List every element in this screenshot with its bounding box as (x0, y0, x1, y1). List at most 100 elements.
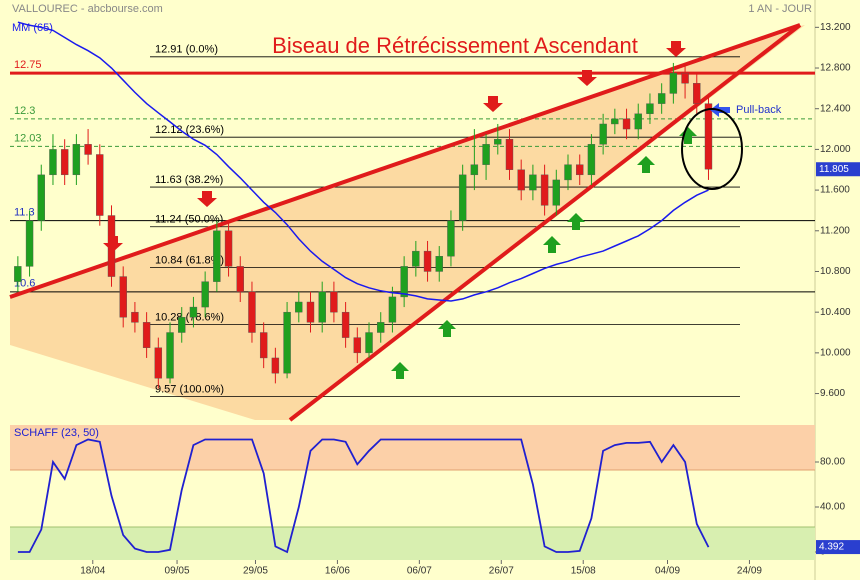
level-label: 12.03 (14, 132, 42, 144)
candle-body (377, 322, 385, 333)
chart-title: Biseau de Rétrécissement Ascendant (272, 33, 638, 58)
candle-body (224, 230, 233, 267)
x-tick-label: 29/05 (243, 566, 268, 577)
candle-body (412, 250, 420, 267)
wedge-area (10, 25, 805, 420)
fib-label: 12.91 (0.0%) (155, 44, 218, 56)
candle-body (37, 174, 45, 221)
y-tick-label: 10.400 (820, 307, 851, 318)
sell-arrows (103, 41, 686, 252)
x-tick-label: 06/07 (407, 566, 432, 577)
oversold-zone (10, 527, 815, 560)
candle-body (119, 276, 127, 318)
candle-body (669, 72, 678, 94)
candle-body (529, 174, 537, 191)
schaff-line (17, 438, 710, 554)
candle-body (283, 311, 291, 374)
candle-body (470, 164, 479, 176)
x-tick-label: 18/04 (80, 566, 105, 577)
moving-average (17, 21, 709, 302)
candle-body (213, 230, 221, 282)
legend-entry: SCHAFF (23, 50) (14, 427, 99, 439)
candle-body (365, 332, 373, 354)
candle-body (25, 220, 34, 267)
candle-body (271, 357, 280, 374)
fib-label: 12.12 (23.6%) (155, 124, 224, 136)
fib-label: 10.28 (78.6%) (155, 311, 224, 323)
candle-body (576, 164, 584, 176)
fib-label: 10.84 (61.8%) (155, 254, 224, 266)
candle-body (72, 144, 81, 176)
candle-body (634, 113, 642, 130)
candle-body (505, 139, 514, 170)
candle-body (96, 154, 104, 216)
x-tick-label: 26/07 (489, 566, 514, 577)
highlight-ellipse (681, 108, 743, 190)
candle-body (388, 296, 397, 323)
legend-entry: MM (65) (12, 22, 53, 34)
candle-body (681, 72, 689, 84)
candle-body (189, 306, 198, 318)
y-tick-label: 10.800 (820, 266, 851, 277)
fib-label: 11.63 (38.2%) (155, 174, 223, 186)
candle-body (60, 149, 69, 176)
candle-body (154, 347, 163, 379)
y-tick-label: 9.600 (820, 388, 845, 399)
candle-body (517, 169, 525, 191)
candle-body (353, 337, 362, 354)
y-tick-label: 12.000 (820, 144, 851, 155)
candle-body (295, 301, 303, 313)
y-tick-label: 12.400 (820, 103, 851, 114)
support-line (288, 23, 802, 422)
last-value-box (816, 540, 860, 555)
candle-body (435, 256, 443, 272)
y-tick-label: 40.00 (820, 502, 845, 513)
candle-body (423, 250, 432, 272)
candle-body (84, 144, 92, 155)
overbought-zone (10, 425, 815, 470)
candle-body (611, 118, 619, 125)
candle-body (552, 179, 561, 206)
candle-body (540, 174, 549, 206)
annotation: Pull-back (736, 104, 782, 116)
candle-body (259, 332, 268, 359)
candle-body (599, 123, 607, 145)
candle-body (341, 311, 350, 338)
subtitle: VALLOUREC - abcbourse.com (12, 3, 163, 15)
candle-body (306, 301, 315, 323)
candle-body (49, 149, 57, 176)
level-label: 12.75 (14, 59, 42, 71)
candle-body (178, 317, 186, 333)
candle-body (587, 144, 596, 176)
candle-body (657, 93, 666, 104)
candle-body (236, 266, 244, 293)
candle-body (14, 266, 22, 282)
candle-body (248, 291, 256, 333)
y-tick-label: 80.00 (820, 457, 845, 468)
candle-body (482, 144, 490, 165)
candle-body (646, 103, 654, 114)
x-tick-label: 04/09 (655, 566, 680, 577)
y-tick-label: 11.600 (820, 185, 850, 196)
candle-body (494, 139, 502, 145)
resistance-line (9, 23, 801, 299)
y-tick-label: 12.800 (820, 63, 851, 74)
candle-body (201, 281, 209, 308)
candle-body (447, 220, 455, 257)
y-tick-label: 10.000 (820, 347, 851, 358)
period: 1 AN - JOUR (748, 3, 812, 15)
candle-body (166, 332, 174, 379)
candle-body (704, 103, 713, 170)
y-tick-label: 13.200 (820, 22, 851, 33)
candle-body (142, 322, 151, 348)
candle-body (318, 291, 326, 323)
last-value: 4.392 (819, 542, 844, 553)
y-tick-label: 11.200 (820, 225, 850, 236)
candle-body (622, 118, 631, 130)
fib-label: 9.57 (100.0%) (155, 384, 224, 396)
candle-body (131, 311, 139, 323)
candle-body (458, 174, 467, 221)
fib-label: 11.24 (50.0%) (155, 214, 223, 226)
last-price: 11.805 (819, 164, 849, 175)
